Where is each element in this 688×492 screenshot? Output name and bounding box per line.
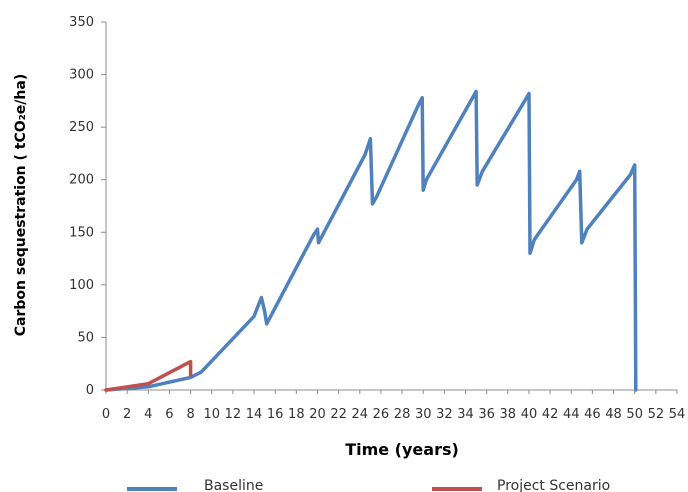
x-ticks: 0 2 4 6 8 10 12 14 16 18 20 22 24 26 28 30 32 34 36 38 40 42 4… <box>102 390 685 422</box>
x-tick-label: 0 <box>102 407 110 422</box>
x-tick-label: 2 <box>123 407 131 422</box>
x-tick-label: 30 <box>415 407 432 422</box>
x-tick-label: 18 <box>288 407 305 422</box>
x-tick-label: 52 <box>648 407 665 422</box>
x-tick-label: 6 <box>165 407 173 422</box>
x-tick-label: 40 <box>521 407 538 422</box>
y-tick-label: 50 <box>77 330 94 345</box>
legend-label: Project Scenario <box>497 478 610 492</box>
x-tick-label: 22 <box>330 407 347 422</box>
legend-label: Baseline <box>204 478 263 492</box>
x-tick-label: 12 <box>225 407 242 422</box>
x-tick-label: 26 <box>373 407 390 422</box>
x-tick-label: 48 <box>605 407 622 422</box>
x-tick-label: 24 <box>352 407 369 422</box>
x-tick-label: 32 <box>436 407 453 422</box>
x-axis-title: Time (years) <box>345 440 459 459</box>
legend: Baseline Project Scenario <box>127 478 610 492</box>
y-tick-label: 100 <box>69 278 94 293</box>
x-tick-label: 10 <box>203 407 220 422</box>
x-tick-label: 28 <box>394 407 411 422</box>
series-line-project-scenario <box>104 359 193 392</box>
x-tick-label: 42 <box>542 407 559 422</box>
x-tick-label: 54 <box>669 407 686 422</box>
y-tick-label: 200 <box>69 173 94 188</box>
y-axis-title: Carbon sequestration ( tCO₂e/ha) <box>13 74 29 336</box>
x-tick-label: 50 <box>626 407 643 422</box>
x-tick-label: 46 <box>584 407 601 422</box>
y-tick-label: 0 <box>86 383 94 398</box>
y-tick-label: 350 <box>69 15 94 30</box>
x-tick-label: 14 <box>246 407 263 422</box>
y-ticks: 0 50 100 150 200 250 300 350 <box>69 15 106 398</box>
x-tick-label: 20 <box>309 407 326 422</box>
x-tick-label: 4 <box>144 407 152 422</box>
x-tick-label: 44 <box>563 407 580 422</box>
x-tick-label: 16 <box>267 407 284 422</box>
x-tick-label: 8 <box>186 407 194 422</box>
x-tick-label: 36 <box>478 407 495 422</box>
y-tick-label: 300 <box>69 68 94 83</box>
series-line-baseline <box>104 89 638 392</box>
y-tick-label: 150 <box>69 225 94 240</box>
y-tick-label: 250 <box>69 120 94 135</box>
x-tick-label: 34 <box>457 407 474 422</box>
x-tick-label: 38 <box>500 407 517 422</box>
series-group <box>104 89 638 392</box>
